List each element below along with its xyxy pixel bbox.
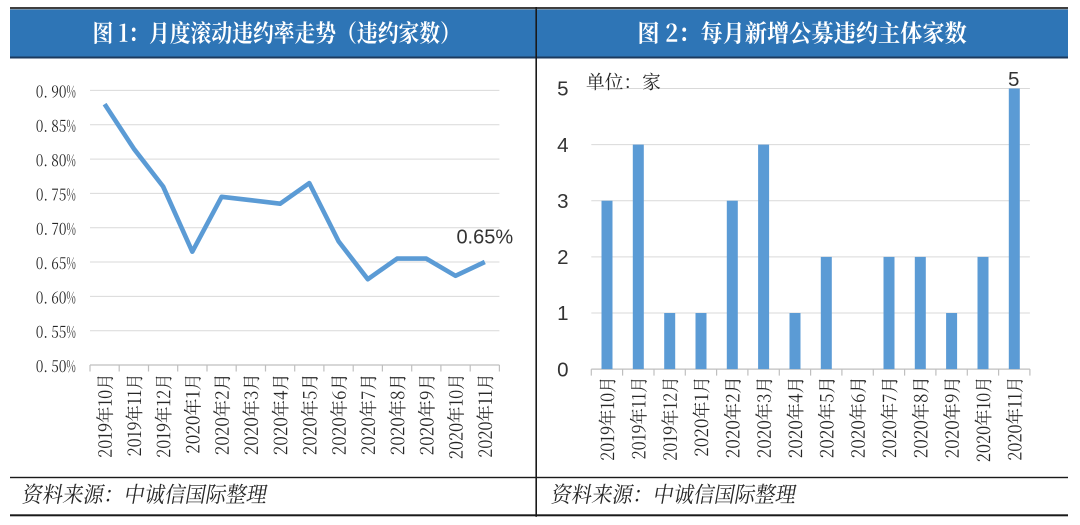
svg-text:3: 3 (557, 190, 568, 213)
svg-text:5: 5 (557, 78, 568, 101)
svg-text:1: 1 (557, 302, 568, 325)
svg-text:2: 2 (557, 246, 568, 269)
svg-text:0.65%: 0.65% (456, 227, 513, 249)
svg-text:0: 0 (557, 358, 568, 381)
svg-text:5: 5 (1008, 68, 1019, 91)
svg-text:4: 4 (557, 134, 568, 157)
